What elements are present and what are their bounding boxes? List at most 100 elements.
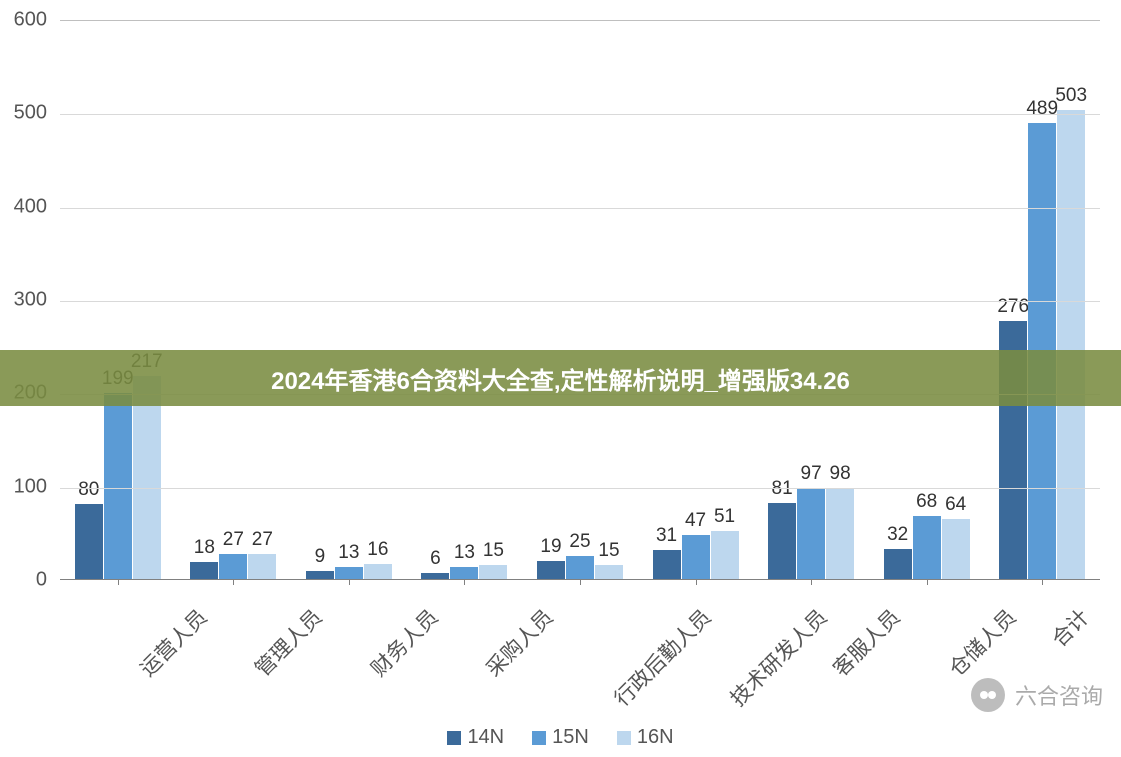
- x-tick-mark: [464, 579, 465, 585]
- bar: 64: [942, 519, 970, 579]
- bar: 19: [537, 561, 565, 579]
- bar-group: 80199217: [75, 376, 161, 579]
- bar: 98: [826, 488, 854, 579]
- x-tick-label: 合计: [1045, 602, 1096, 653]
- y-tick-label: 300: [14, 289, 47, 312]
- bar-value-label: 64: [945, 494, 966, 516]
- bar: 18: [190, 562, 218, 579]
- y-tick-label: 400: [14, 195, 47, 218]
- bar: 13: [335, 567, 363, 579]
- bar-value-label: 27: [223, 529, 244, 551]
- chart-container: 0100200300400500600 80199217182727913166…: [60, 20, 1100, 580]
- bar-group: 326864: [884, 516, 970, 579]
- bar: 97: [797, 488, 825, 579]
- bar: 27: [248, 554, 276, 579]
- bar: 15: [479, 565, 507, 579]
- bar: 217: [133, 376, 161, 579]
- bar: 9: [306, 571, 334, 579]
- x-tick-mark: [811, 579, 812, 585]
- overlay-banner: 2024年香港6合资料大全查,定性解析说明_增强版34.26: [0, 350, 1121, 406]
- bar-group: 61315: [421, 565, 507, 579]
- y-tick-label: 100: [14, 475, 47, 498]
- grid-line: [60, 114, 1100, 115]
- bar: 15: [595, 565, 623, 579]
- banner-text: 2024年香港6合资料大全查,定性解析说明_增强版34.26: [271, 361, 850, 396]
- x-tick-mark: [696, 579, 697, 585]
- legend-item: 16N: [617, 726, 674, 749]
- legend-label: 16N: [637, 726, 674, 749]
- bar-group: 182727: [190, 554, 276, 579]
- bar: 16: [364, 564, 392, 579]
- watermark: 六合咨询: [971, 678, 1103, 712]
- plot-area: 8019921718272791316613151925153147518197…: [60, 20, 1100, 580]
- bar-value-label: 6: [430, 548, 441, 570]
- grid-line: [60, 301, 1100, 302]
- legend-swatch: [447, 731, 461, 745]
- bar: 503: [1057, 110, 1085, 579]
- legend-swatch: [532, 731, 546, 745]
- bar-value-label: 9: [315, 546, 326, 568]
- x-tick-label: 管理人员: [248, 602, 329, 683]
- bar: 6: [421, 573, 449, 579]
- grid-line: [60, 208, 1100, 209]
- bar: 31: [653, 550, 681, 579]
- bar: 27: [219, 554, 247, 579]
- bar-value-label: 25: [569, 531, 590, 553]
- x-tick-label: 行政后勤人员: [607, 602, 717, 712]
- legend-label: 14N: [467, 726, 504, 749]
- legend-item: 14N: [447, 726, 504, 749]
- bar-value-label: 13: [454, 542, 475, 564]
- legend-label: 15N: [552, 726, 589, 749]
- bar: 199: [104, 393, 132, 579]
- bar-value-label: 489: [1026, 98, 1058, 120]
- bar: 81: [768, 503, 796, 579]
- bar-value-label: 81: [772, 478, 793, 500]
- bar-value-label: 13: [338, 542, 359, 564]
- bar: 13: [450, 567, 478, 579]
- bar-group: 91316: [306, 564, 392, 579]
- bar-value-label: 16: [367, 539, 388, 561]
- y-tick-label: 0: [36, 569, 47, 592]
- bar-value-label: 27: [252, 529, 273, 551]
- grid-line: [60, 488, 1100, 489]
- bar-value-label: 15: [598, 540, 619, 562]
- bar: 80: [75, 504, 103, 579]
- x-tick-mark: [349, 579, 350, 585]
- bar-value-label: 51: [714, 506, 735, 528]
- bar-value-label: 97: [801, 463, 822, 485]
- bar-value-label: 32: [887, 524, 908, 546]
- x-tick-label: 技术研发人员: [722, 602, 832, 712]
- y-tick-label: 500: [14, 102, 47, 125]
- bar-value-label: 31: [656, 525, 677, 547]
- legend-item: 15N: [532, 726, 589, 749]
- watermark-icon: [971, 678, 1005, 712]
- bar-value-label: 18: [194, 537, 215, 559]
- bar-value-label: 68: [916, 491, 937, 513]
- x-tick-label: 财务人员: [363, 602, 444, 683]
- x-axis-labels: 运营人员管理人员财务人员采购人员行政后勤人员技术研发人员客服人员仓储人员合计: [60, 590, 1100, 710]
- x-tick-label: 采购人员: [479, 602, 560, 683]
- x-tick-label: 仓储人员: [941, 602, 1022, 683]
- bar: 68: [913, 516, 941, 579]
- bar-group: 819798: [768, 488, 854, 579]
- legend-swatch: [617, 731, 631, 745]
- bars-wrap: 8019921718272791316613151925153147518197…: [60, 21, 1100, 579]
- x-tick-label: 运营人员: [132, 602, 213, 683]
- x-tick-mark: [233, 579, 234, 585]
- watermark-text: 六合咨询: [1015, 679, 1103, 711]
- bar-value-label: 19: [540, 536, 561, 558]
- x-tick-mark: [1042, 579, 1043, 585]
- bar-group: 276489503: [999, 110, 1085, 579]
- bar: 25: [566, 556, 594, 579]
- bar-group: 314751: [653, 531, 739, 579]
- y-tick-label: 600: [14, 9, 47, 32]
- bar-value-label: 503: [1055, 85, 1087, 107]
- bar: 32: [884, 549, 912, 579]
- bar-value-label: 276: [997, 296, 1029, 318]
- bar: 51: [711, 531, 739, 579]
- x-tick-mark: [580, 579, 581, 585]
- bar: 47: [682, 535, 710, 579]
- bar-value-label: 15: [483, 540, 504, 562]
- bar-value-label: 47: [685, 510, 706, 532]
- bar-value-label: 80: [78, 479, 99, 501]
